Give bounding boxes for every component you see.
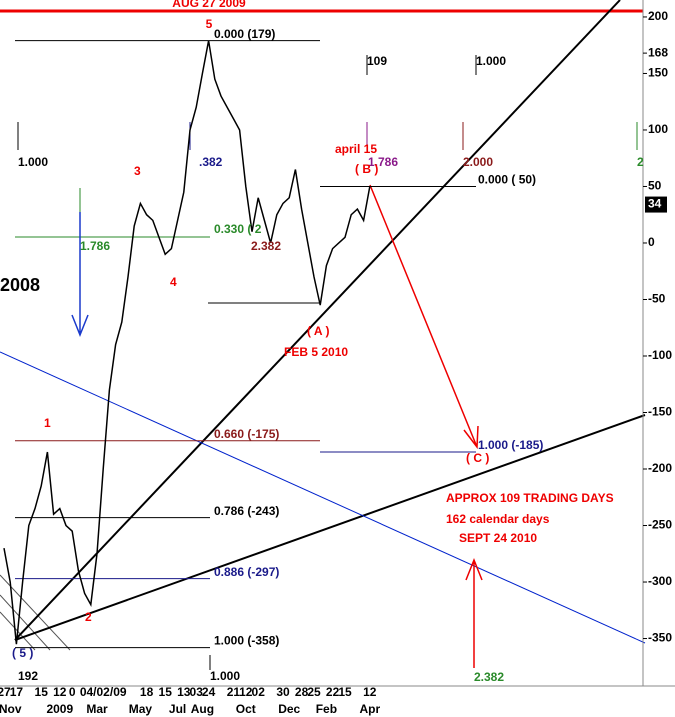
x-month-label: Jul (169, 702, 186, 716)
annotation: ( C ) (466, 451, 489, 465)
x-tick-label: 03 (190, 685, 204, 699)
y-tick-label: 200 (648, 9, 668, 23)
x-tick-label: 30 (276, 685, 290, 699)
trend-line (14, 0, 621, 641)
trend-line (14, 414, 646, 641)
annotation: 1 (44, 416, 51, 430)
y-tick-label: 100 (648, 122, 668, 136)
annotation: 192 (18, 669, 38, 683)
annotation: ( 5 ) (12, 646, 33, 660)
trend-line (0, 351, 646, 644)
level-label: 1.000 (-358) (214, 634, 279, 648)
level-label: 0.000 (179) (214, 27, 275, 41)
x-month-label: Mar (86, 702, 108, 716)
arrow (71, 212, 89, 338)
x-tick-label: 27 (0, 685, 11, 699)
annotation: 2.382 (474, 670, 504, 684)
x-month-label: Nov (0, 702, 22, 716)
x-tick-label: 13 (177, 685, 191, 699)
x-tick-label: 24 (202, 685, 216, 699)
x-tick-label: 15 (159, 685, 173, 699)
last-value-label: 34 (648, 197, 662, 211)
y-tick-label: -300 (648, 574, 672, 588)
channel-line (0, 594, 51, 651)
price-line (3, 40, 371, 645)
annotation: 1.786 (368, 155, 398, 169)
x-month-label: May (129, 702, 153, 716)
last-value-box (645, 196, 667, 213)
annotation: 1.000 (18, 155, 48, 169)
x-tick-label: 02 (252, 685, 266, 699)
annotation: 162 calendar days (446, 512, 550, 526)
annotation: 2008 (0, 275, 40, 295)
x-month-label: 2009 (46, 702, 73, 716)
annotation: ( B ) (355, 162, 378, 176)
y-tick-label: 50 (648, 179, 662, 193)
x-tick-label: 25 (307, 685, 321, 699)
x-tick-label: 22 (326, 685, 340, 699)
annotation: 109 (367, 54, 387, 68)
x-tick-label: 0 (69, 685, 76, 699)
annotation: 2.382 (251, 239, 281, 253)
annotation: 2 (637, 155, 644, 169)
annotation: SEPT 24 2010 (459, 531, 537, 545)
x-tick-label: 17 (10, 685, 24, 699)
x-month-label: Apr (359, 702, 380, 716)
x-month-label: Dec (278, 702, 300, 716)
arrows (71, 184, 483, 668)
annotation: 0.330 ( 2 (214, 222, 262, 236)
level-label: 1.000 (-185) (478, 438, 543, 452)
x-tick-label: 12 (363, 685, 377, 699)
annotation: 1.786 (80, 239, 110, 253)
annotation: 2 (85, 610, 92, 624)
x-tick-label: 28 (295, 685, 309, 699)
level-label: 0.886 (-297) (214, 565, 279, 579)
annotation: FEB 5 2010 (284, 345, 348, 359)
x-tick-label: 15 (35, 685, 49, 699)
x-tick-label: 12 (239, 685, 253, 699)
y-tick-label: 150 (648, 66, 668, 80)
y-tick-label: -150 (648, 405, 672, 419)
y-tick-label: -100 (648, 348, 672, 362)
y-tick-label: 0 (648, 235, 655, 249)
channel-line (0, 574, 71, 651)
level-label: 0.660 (-175) (214, 427, 279, 441)
x-tick-label: 21 (227, 685, 241, 699)
x-month-label: Oct (236, 702, 256, 716)
annotation: ( A ) (307, 324, 329, 338)
annotation: 1.000 (476, 54, 506, 68)
annotation: 5 (206, 17, 213, 31)
arrow (465, 557, 483, 668)
y-tick-label: -350 (648, 631, 672, 645)
x-tick-label: 04/02/09 (80, 685, 127, 699)
y-tick-label: -50 (648, 292, 666, 306)
x-tick-label: 12 (53, 685, 67, 699)
y-tick-label: -250 (648, 518, 672, 532)
annotation: AUG 27 2009 (172, 0, 246, 10)
y-tick-label: -200 (648, 461, 672, 475)
annotation: april 15 (335, 142, 377, 156)
level-label: 0.000 ( 50) (478, 173, 536, 187)
arrow (369, 184, 479, 450)
annotation: .382 (199, 155, 223, 169)
x-tick-label: 18 (140, 685, 154, 699)
x-month-label: Feb (316, 702, 337, 716)
x-tick-label: 15 (338, 685, 352, 699)
annotation: 1.000 (210, 669, 240, 683)
level-label: 0.786 (-243) (214, 504, 279, 518)
annotation: 3 (134, 164, 141, 178)
x-month-label: Aug (191, 702, 214, 716)
y-tick-label: 168 (648, 45, 668, 59)
annotation: 4 (170, 275, 177, 289)
annotation: APPROX 109 TRADING DAYS (446, 491, 614, 505)
annotation: 2.000 (463, 155, 493, 169)
